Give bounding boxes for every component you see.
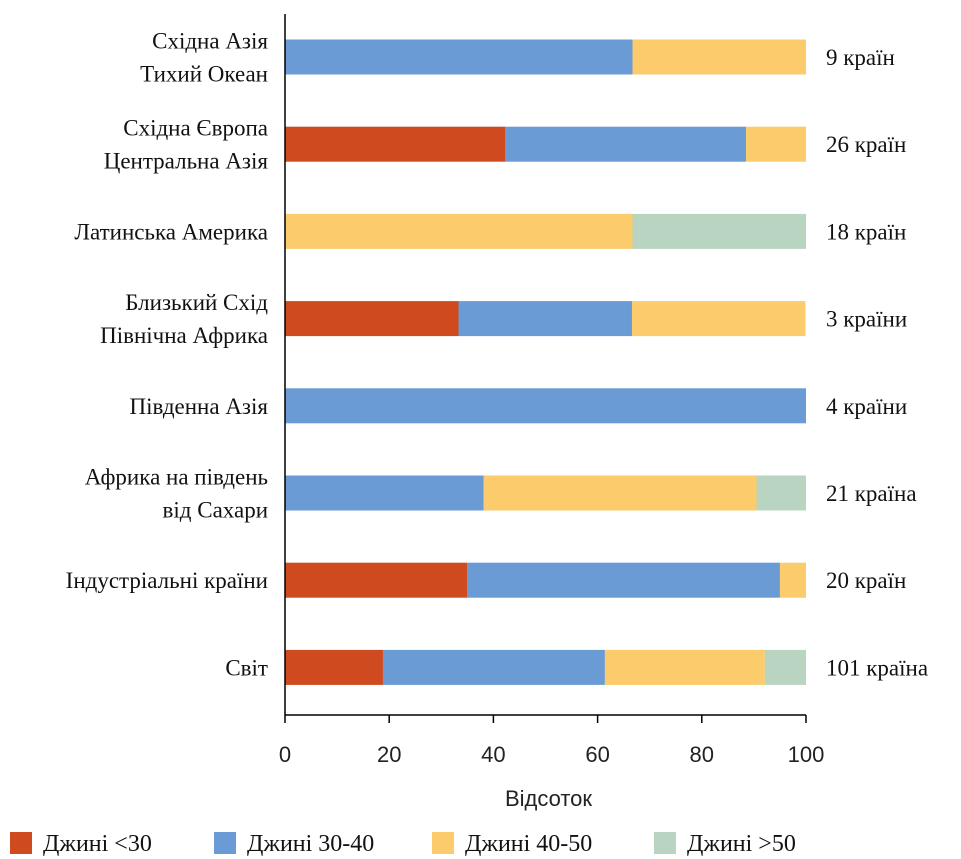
country-count-labels: 9 країн 26 країн 18 країн 3 країни 4 країни 2… [826,45,928,680]
bar-segment [285,388,806,424]
bar-segment [467,562,780,598]
category-label: Індустріальні країни [66,568,268,593]
bar-segment [483,475,757,511]
x-axis-title: Відсоток [505,786,592,811]
bar-segment [285,475,484,511]
category-label: Латинська Америка [74,219,268,244]
country-count-label: 101 країна [826,655,928,680]
bar-segment [285,213,633,249]
category-labels: Східна Азія Тихий Океан Східна Європа Центр… [66,29,269,681]
country-count-label: 9 країн [826,45,895,70]
bar-segment [631,301,806,337]
legend-swatch [214,832,236,854]
country-count-label: 3 країни [826,307,907,332]
bar-segment [285,126,506,162]
legend-swatch [654,832,676,854]
country-count-label: 26 країн [826,132,906,157]
x-axis-ticks: 0 20 40 60 80 100 [279,715,824,767]
x-tick-label: 60 [585,742,609,767]
bar-segment [746,126,806,162]
bar-segment [285,649,383,685]
bar-segment [382,649,605,685]
x-tick-label: 0 [279,742,291,767]
legend: Джині <30 Джині 30-40 Джині 40-50 Джині >50 [10,831,796,857]
country-count-label: 21 країна [826,481,917,506]
bar-segment [458,301,632,337]
country-count-label: 20 країн [826,568,906,593]
legend-label: Джині 40-50 [465,831,592,857]
bar-segment [632,213,806,249]
bar-segment [285,301,459,337]
legend-label: Джині 30-40 [247,831,374,857]
category-label: Близький Схід Північна Африка [100,290,268,348]
bar-segment [285,562,468,598]
bars-group [285,39,806,685]
legend-label: Джині >50 [687,831,796,857]
bar-segment [285,39,633,75]
legend-swatch [432,832,454,854]
bar-segment [604,649,765,685]
x-tick-label: 80 [690,742,714,767]
bar-segment [505,126,747,162]
country-count-label: 18 країн [826,219,906,244]
category-label: Східна Азія Тихий Океан [140,29,268,87]
bar-segment [632,39,806,75]
x-tick-label: 100 [788,742,825,767]
x-tick-label: 20 [377,742,401,767]
country-count-label: 4 країни [826,394,907,419]
category-label: Південна Азія [130,394,269,419]
category-label: Африка на південь від Сахари [85,465,268,523]
category-label: Східна Європа Центральна Азія [104,116,269,174]
category-label: Світ [225,655,268,680]
bar-segment [764,649,806,685]
bar-segment [779,562,806,598]
legend-label: Джині <30 [43,831,152,857]
x-tick-label: 40 [481,742,505,767]
bar-segment [756,475,806,511]
legend-swatch [10,832,32,854]
